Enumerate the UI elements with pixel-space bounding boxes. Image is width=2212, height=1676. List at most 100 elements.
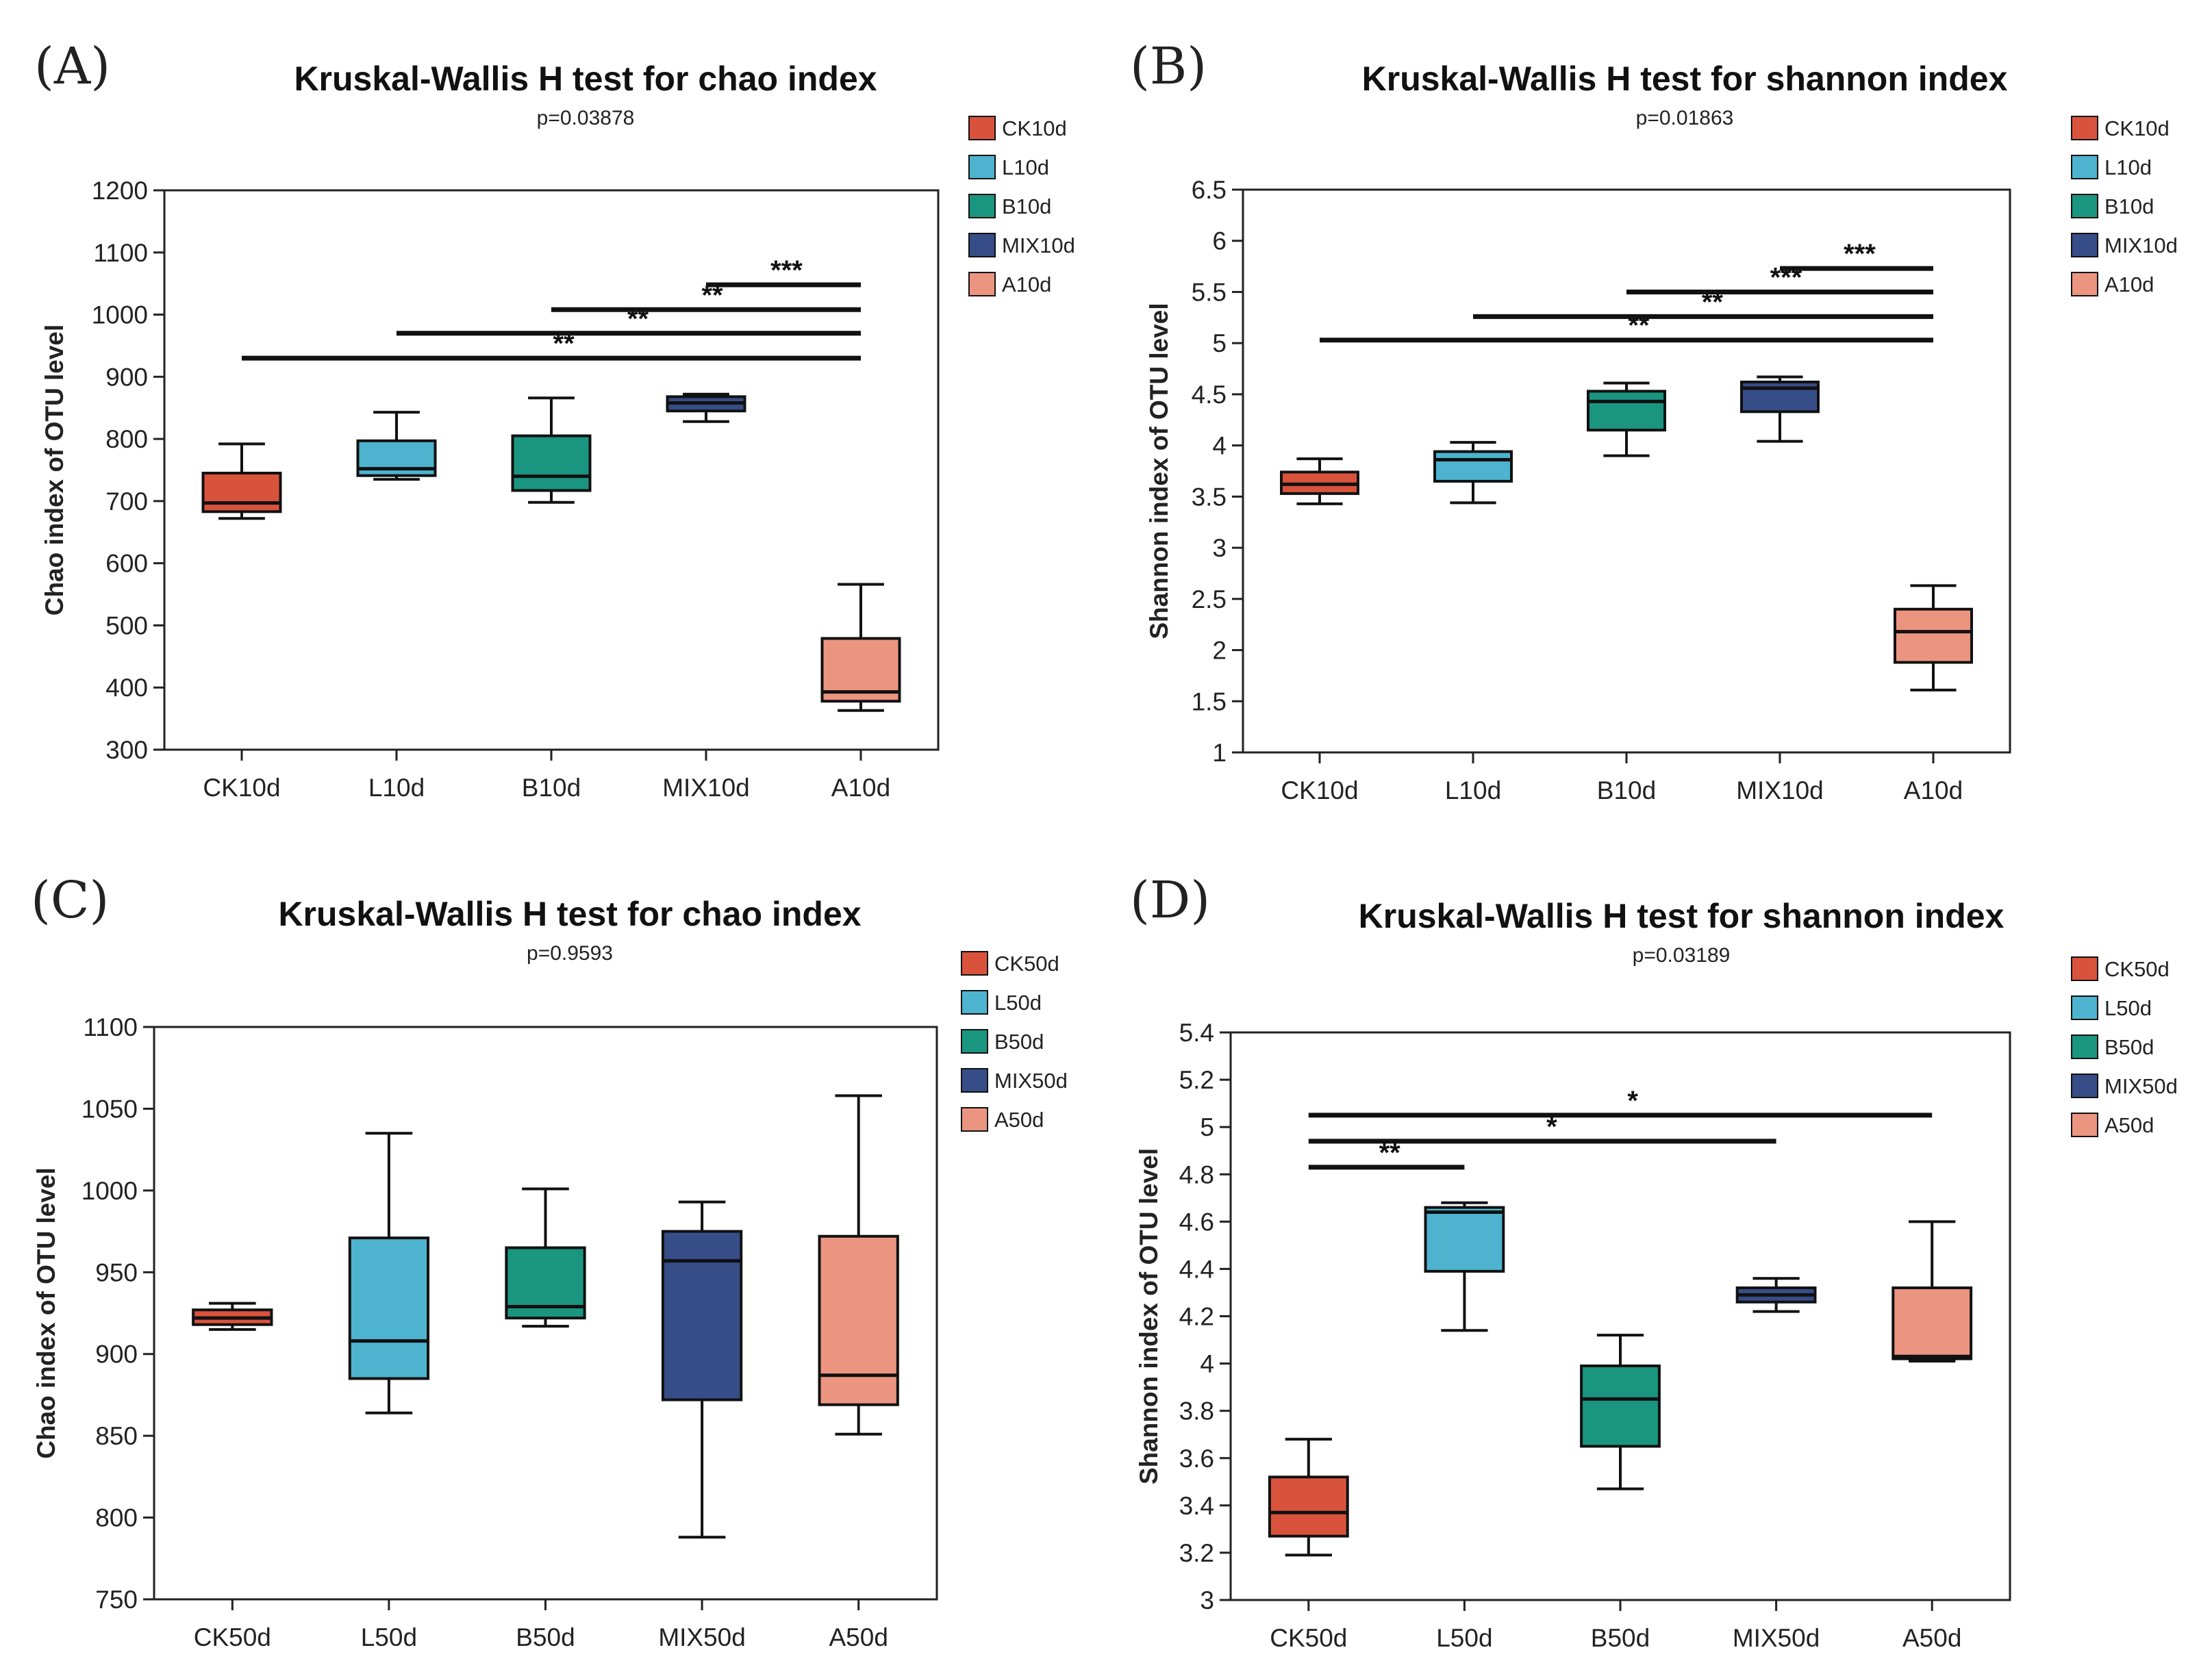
legend-swatch bbox=[961, 1107, 988, 1132]
box-MIX10d bbox=[1740, 375, 1820, 443]
box-CK50d bbox=[1268, 1438, 1349, 1557]
p-value: p=0.03878 bbox=[537, 107, 635, 129]
x-tick-label: MIX10d bbox=[662, 774, 750, 802]
legend-swatch bbox=[2071, 995, 2098, 1020]
y-tick-label: 750 bbox=[95, 1586, 138, 1614]
legend-label: L10d bbox=[1002, 155, 1049, 179]
chart-title: Kruskal-Wallis H test for shannon index bbox=[1359, 897, 2004, 935]
y-tick-label: 3.8 bbox=[1179, 1397, 1214, 1425]
legend-label: B10d bbox=[1002, 194, 1051, 218]
y-tick-label: 4 bbox=[1200, 1350, 1214, 1378]
legend-label: L50d bbox=[994, 991, 1042, 1015]
box-MIX50d bbox=[1735, 1277, 1817, 1313]
legend-swatch bbox=[968, 272, 996, 296]
y-tick-label: 3 bbox=[1212, 534, 1227, 562]
significance-label: *** bbox=[1844, 239, 1876, 269]
x-tick-label: B50d bbox=[516, 1623, 575, 1651]
y-tick-label: 500 bbox=[105, 611, 148, 639]
y-tick-label: 900 bbox=[105, 363, 148, 391]
panel-d: (D) Kruskal-Wallis H test for shannon ind… bbox=[1130, 871, 2178, 1652]
y-tick-label: 4 bbox=[1212, 432, 1227, 460]
box-iqr bbox=[201, 472, 282, 513]
y-tick-label: 4.4 bbox=[1179, 1255, 1214, 1283]
legend-label: MIX50d bbox=[2104, 1074, 2178, 1098]
box-B50d bbox=[505, 1187, 586, 1328]
y-tick-label: 4.6 bbox=[1179, 1208, 1214, 1236]
p-value: p=0.03189 bbox=[1633, 944, 1731, 967]
x-tick-label: A10d bbox=[1904, 776, 1963, 804]
box-A50d bbox=[1891, 1220, 1973, 1363]
x-tick-label: CK10d bbox=[203, 774, 280, 802]
y-tick-label: 1.5 bbox=[1192, 687, 1227, 715]
legend-swatch bbox=[968, 194, 996, 218]
box-B50d bbox=[1580, 1334, 1661, 1490]
legend-swatch bbox=[2071, 155, 2098, 179]
box-iqr bbox=[348, 1236, 430, 1380]
box-MIX50d bbox=[661, 1200, 743, 1539]
y-tick-label: 2 bbox=[1212, 637, 1227, 665]
legend-label: CK10d bbox=[2104, 116, 2170, 140]
panel-label: (A) bbox=[34, 37, 110, 96]
chart-title: Kruskal-Wallis H test for shannon index bbox=[1362, 60, 2008, 98]
legend-swatch bbox=[968, 116, 996, 140]
legend-swatch bbox=[961, 1029, 988, 1054]
chart-title: Kruskal-Wallis H test for chao index bbox=[278, 895, 861, 933]
x-tick-label: A10d bbox=[831, 774, 890, 802]
legend-label: L50d bbox=[2104, 996, 2152, 1020]
x-tick-label: A50d bbox=[829, 1623, 888, 1651]
legend-swatch bbox=[2071, 1034, 2098, 1059]
legend-swatch bbox=[2071, 194, 2098, 218]
y-tick-label: 5 bbox=[1212, 329, 1227, 357]
legend-label: A10d bbox=[1002, 272, 1051, 296]
box-A10d bbox=[1894, 584, 1973, 691]
panel-c: (C) Kruskal-Wallis H test for chao index p… bbox=[31, 871, 1068, 1651]
y-tick-label: 3.6 bbox=[1179, 1445, 1214, 1473]
box-L50d bbox=[348, 1132, 430, 1414]
y-tick-label: 5.2 bbox=[1179, 1066, 1214, 1094]
y-tick-label: 5.5 bbox=[1192, 278, 1227, 306]
y-axis-label: Shannon index of OTU level bbox=[1135, 1148, 1163, 1484]
legend-swatch bbox=[2071, 272, 2098, 296]
box-CK10d bbox=[1280, 457, 1359, 505]
y-tick-label: 3.4 bbox=[1179, 1492, 1214, 1520]
plot-area bbox=[163, 189, 940, 751]
box-B10d bbox=[511, 396, 592, 504]
box-L10d bbox=[356, 411, 437, 481]
y-tick-label: 6.5 bbox=[1192, 176, 1227, 204]
plot-area bbox=[1229, 1031, 2011, 1601]
legend-label: CK50d bbox=[2104, 957, 2170, 981]
y-tick-label: 850 bbox=[95, 1422, 138, 1450]
y-tick-label: 5.4 bbox=[1179, 1019, 1214, 1047]
legend-label: B50d bbox=[2104, 1035, 2154, 1059]
box-CK50d bbox=[192, 1302, 273, 1331]
significance-label: * bbox=[1546, 1112, 1557, 1142]
legend-swatch bbox=[961, 1068, 988, 1093]
legend-swatch bbox=[2071, 956, 2098, 981]
x-tick-label: CK50d bbox=[1270, 1624, 1347, 1652]
x-tick-label: B50d bbox=[1591, 1624, 1650, 1652]
legend: CK10d L10d B10d MIX10d A10d bbox=[2071, 116, 2178, 296]
legend: CK50d L50d B50d MIX50d A50d bbox=[961, 951, 1068, 1132]
plot-area bbox=[1242, 188, 2011, 754]
box-A10d bbox=[820, 583, 901, 712]
panel-a: (A) Kruskal-Wallis H test for chao index p… bbox=[34, 37, 1075, 802]
x-tick-label: MIX50d bbox=[1733, 1624, 1820, 1652]
x-tick-label: B10d bbox=[522, 774, 581, 802]
legend-label: MIX10d bbox=[1002, 233, 1075, 257]
y-tick-label: 2.5 bbox=[1192, 585, 1227, 613]
significance-label: *** bbox=[770, 255, 803, 285]
legend: CK10d L10d B10d MIX10d A10d bbox=[968, 116, 1075, 296]
y-tick-label: 3.2 bbox=[1179, 1539, 1214, 1567]
significance-label: * bbox=[1627, 1086, 1638, 1116]
legend-swatch bbox=[968, 233, 996, 257]
y-tick-label: 5 bbox=[1200, 1113, 1214, 1141]
y-tick-label: 1100 bbox=[83, 1013, 138, 1041]
box-L50d bbox=[1424, 1201, 1505, 1332]
x-tick-label: L50d bbox=[361, 1623, 417, 1651]
legend-swatch bbox=[968, 155, 996, 179]
y-tick-label: 6 bbox=[1212, 227, 1227, 255]
y-tick-label: 3.5 bbox=[1192, 483, 1227, 511]
legend-swatch bbox=[2071, 1074, 2098, 1098]
y-tick-label: 400 bbox=[105, 674, 148, 702]
panel-b: (B) Kruskal-Wallis H test for shannon ind… bbox=[1130, 37, 2178, 804]
